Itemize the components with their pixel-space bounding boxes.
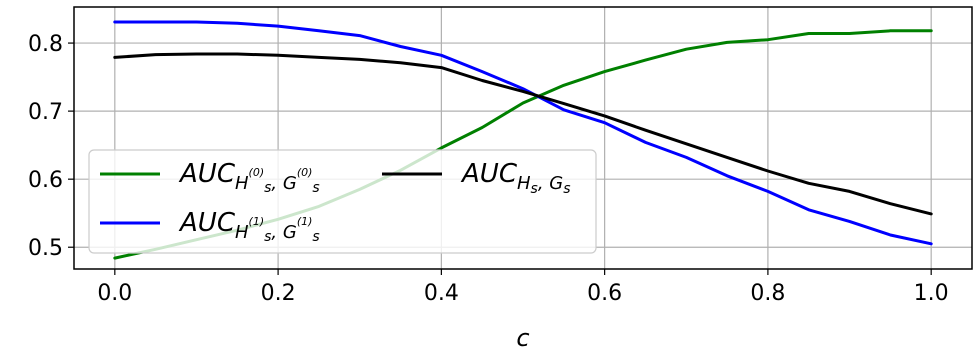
plot-frame [73,6,973,270]
x-tick-label: 0.6 [587,281,622,306]
legend-sub: H [235,173,249,194]
legend-comma: , [271,173,277,194]
legend-comma: , [271,222,277,243]
y-tick-label: 0.7 [28,100,63,125]
y-axis-ticks: 0.5 0.6 0.7 0.8 [28,32,74,261]
legend-comma: , [538,173,544,194]
x-tick-label: 1.0 [914,281,949,306]
legend-sub: G [544,173,564,194]
legend-label: AUCHs, Gs [460,159,571,197]
legend-subsub: s [312,180,319,196]
legend-label: AUCH(1)s, G(1)s [178,208,320,245]
x-tick-label: 0.8 [750,281,785,306]
legend-sub: G [277,222,297,243]
legend-sup: (0) [297,166,313,179]
legend-box [88,149,597,254]
legend-sup: (1) [297,215,313,228]
legend-sub: G [277,173,297,194]
x-tick-label: 0.0 [97,281,132,306]
legend-sub: H [517,173,531,194]
legend-base: AUC [178,159,236,189]
legend-sup: (0) [249,166,265,179]
series-line-2 [113,52,933,216]
legend-base: AUC [460,159,518,189]
legend-subsub: s [563,181,570,197]
legend-base: AUC [178,208,236,238]
legend-sup: (1) [249,215,265,228]
legend-subsub: s [264,229,271,245]
series-line-1 [113,20,933,246]
y-tick-label: 0.8 [28,32,63,57]
legend-subsub: s [312,229,319,245]
x-axis-ticks: 0.0 0.2 0.4 0.6 0.8 1.0 [97,269,949,306]
legend-label: AUCH(0)s, G(0)s [178,159,320,196]
y-tick-label: 0.6 [28,168,63,193]
legend-subsub: s [264,180,271,196]
legend-sub: H [235,222,249,243]
y-tick-label: 0.5 [28,236,63,261]
legend-subsub: s [531,181,538,197]
x-axis-label: c [516,324,529,352]
x-tick-label: 0.4 [424,281,459,306]
x-tick-label: 0.2 [261,281,296,306]
